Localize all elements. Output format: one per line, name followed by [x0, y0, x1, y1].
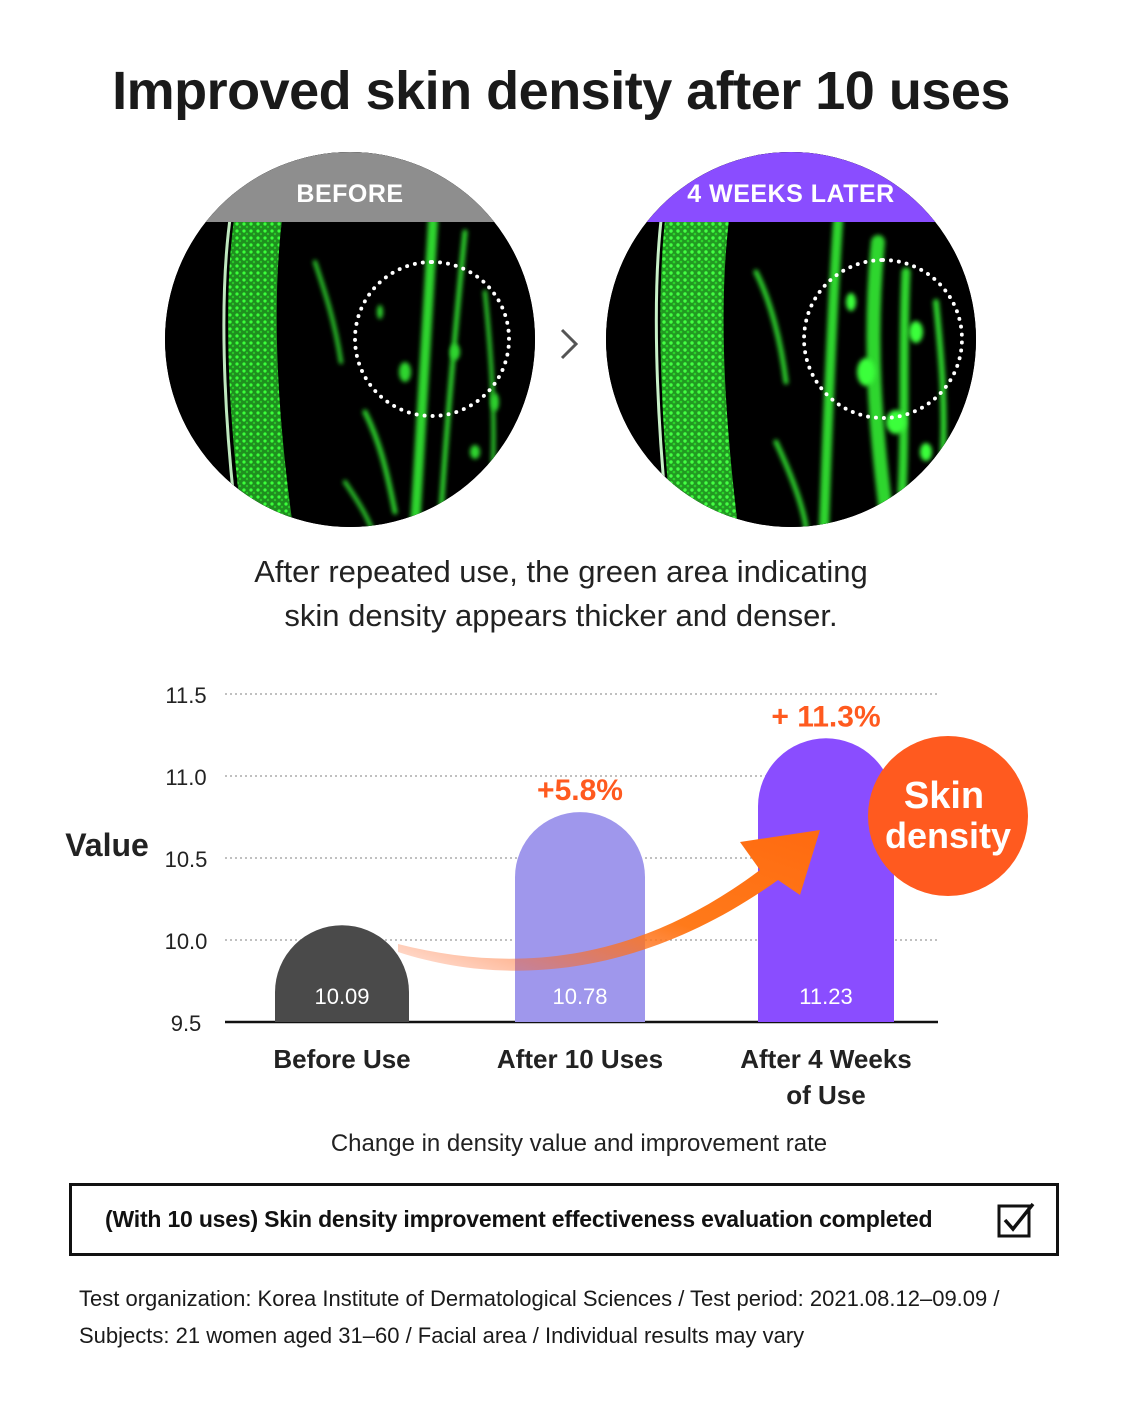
- y-tick-label: 11.0: [165, 765, 206, 790]
- test-details: Test organization: Korea Institute of De…: [79, 1280, 1069, 1354]
- bar-value-label: 10.09: [314, 984, 369, 1009]
- y-axis-title: Value: [65, 827, 149, 863]
- x-category-label: After 4 Weeks: [740, 1044, 912, 1074]
- improvement-rate-label: +5.8%: [537, 774, 623, 807]
- after-scan-image: 4 WEEKS LATER: [606, 152, 976, 527]
- scan-caption: After repeated use, the green area indic…: [0, 550, 1122, 638]
- before-scan-image: BEFORE: [165, 152, 535, 527]
- bar-2: [515, 812, 645, 1022]
- caption-line-1: After repeated use, the green area indic…: [254, 554, 868, 589]
- y-tick-label: 10.5: [165, 847, 208, 872]
- evaluation-text: (With 10 uses) Skin density improvement …: [105, 1206, 933, 1232]
- y-tick-label: 11.5: [165, 683, 206, 708]
- growth-arrow-icon: [398, 830, 820, 971]
- chevron-right-icon: [560, 328, 579, 360]
- after-highlight-circle: [802, 258, 964, 420]
- improvement-rate-label: + 11.3%: [771, 700, 880, 733]
- badge-line-1: Skin: [904, 775, 984, 817]
- page-title: Improved skin density after 10 uses: [112, 61, 1010, 121]
- bar-value-label: 11.23: [799, 984, 852, 1009]
- y-tick-label: 9.5: [171, 1011, 202, 1036]
- test-details-line-2: Subjects: 21 women aged 31–60 / Facial a…: [79, 1323, 805, 1348]
- skin-density-badge: [868, 736, 1028, 896]
- bar-value-label: 10.78: [552, 984, 607, 1009]
- caption-line-2: skin density appears thicker and denser.: [284, 598, 838, 633]
- x-category-label: of Use: [786, 1080, 865, 1110]
- checkbox-checked-icon: [997, 1202, 1035, 1238]
- x-category-label: Before Use: [273, 1044, 410, 1074]
- x-category-label: After 10 Uses: [497, 1044, 663, 1074]
- chart-subtitle: Change in density value and improvement …: [331, 1130, 827, 1157]
- after-label: 4 WEEKS LATER: [606, 152, 976, 222]
- before-label: BEFORE: [165, 152, 535, 222]
- y-tick-label: 10.0: [165, 929, 208, 954]
- bar-3: [758, 738, 894, 1022]
- evaluation-badge: (With 10 uses) Skin density improvement …: [69, 1183, 1059, 1256]
- badge-line-2: density: [885, 815, 1011, 856]
- before-highlight-circle: [353, 260, 511, 418]
- bar-1: [275, 925, 409, 1022]
- test-details-line-1: Test organization: Korea Institute of De…: [79, 1286, 1000, 1311]
